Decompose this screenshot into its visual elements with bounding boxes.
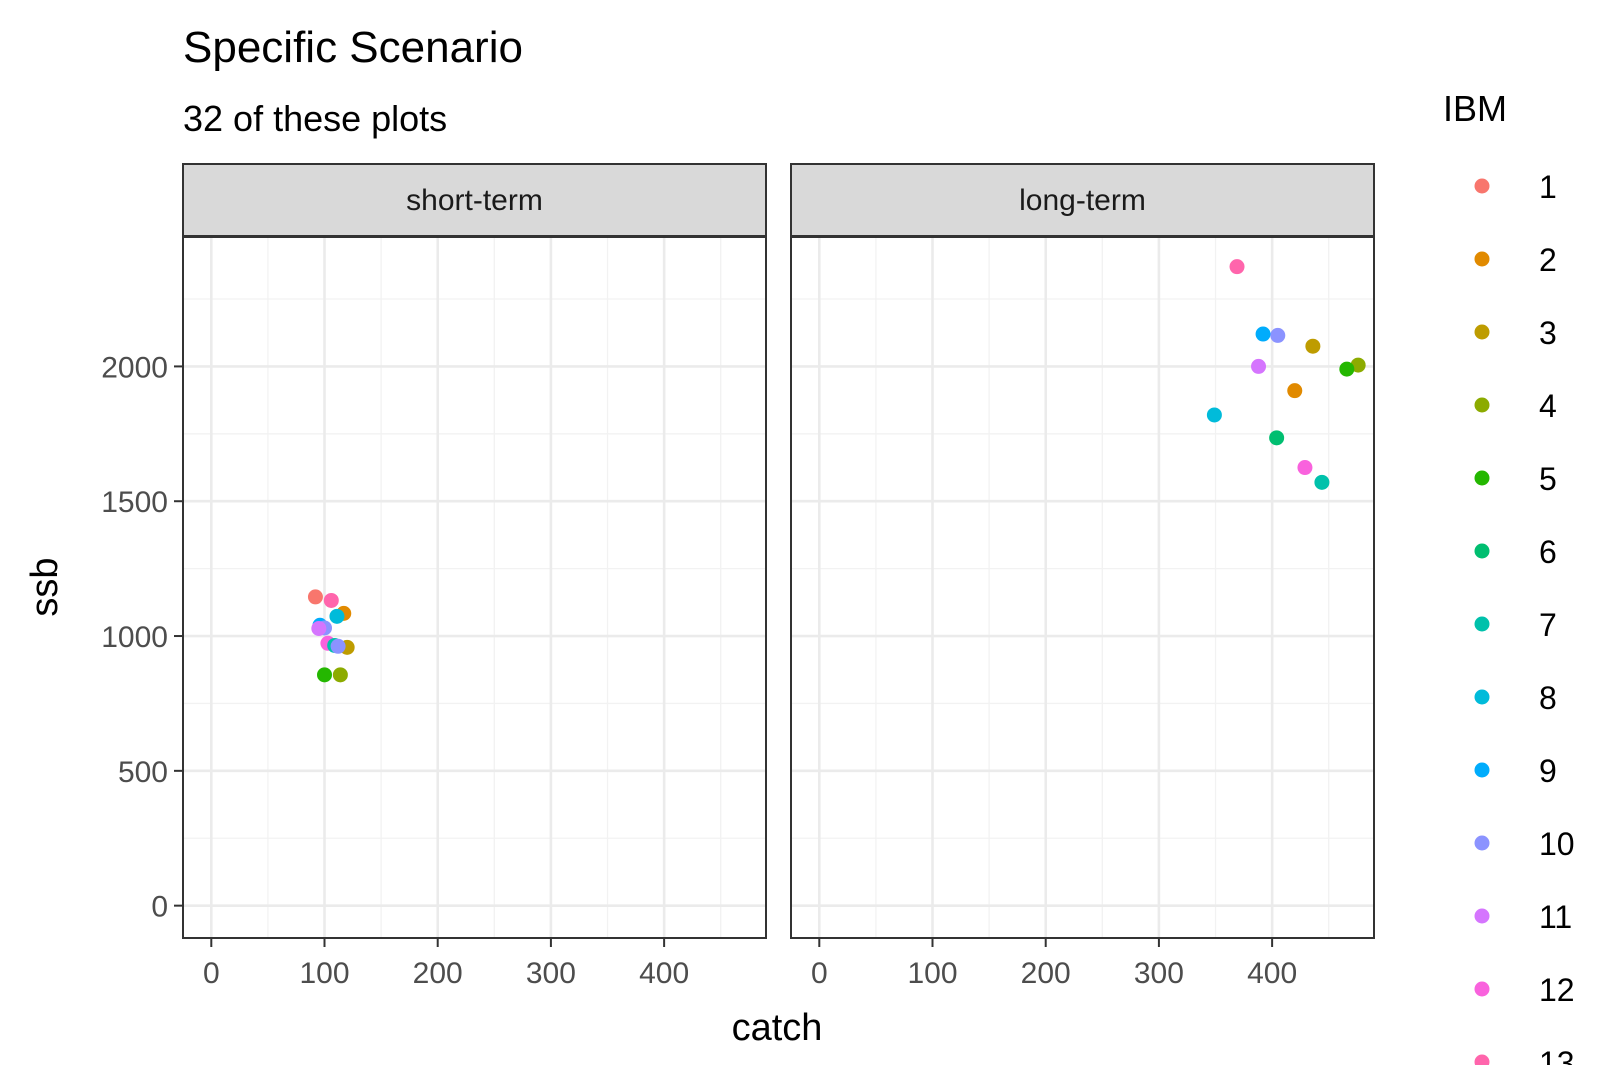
data-point [1297, 460, 1313, 476]
x-tick-label: 0 [811, 957, 828, 990]
data-point [1270, 327, 1286, 343]
legend-label: 8 [1539, 680, 1557, 716]
legend-key [1474, 324, 1490, 340]
legend-label: 2 [1539, 242, 1557, 278]
legend-key [1474, 981, 1490, 997]
chart-subtitle: 32 of these plots [183, 98, 447, 139]
x-tick-label: 300 [1134, 957, 1184, 990]
legend-key [1474, 616, 1490, 632]
data-point [307, 589, 323, 605]
legend-label: 9 [1539, 753, 1557, 789]
legend-item: 13 [1474, 1045, 1575, 1065]
x-tick-label: 200 [1021, 957, 1071, 990]
legend-label: 13 [1539, 1045, 1575, 1065]
legend-item: 6 [1474, 534, 1557, 570]
panel-border [182, 236, 767, 939]
legend-item: 11 [1474, 899, 1572, 935]
facet-strip [182, 163, 767, 237]
legend-label: 6 [1539, 534, 1557, 570]
chart-title: Specific Scenario [183, 23, 523, 72]
legend-key [1474, 908, 1490, 924]
y-tick-label: 2000 [101, 351, 168, 384]
legend-key [1474, 251, 1490, 267]
data-point [1255, 326, 1271, 342]
legend-key [1474, 543, 1490, 559]
legend-item: 5 [1474, 461, 1557, 497]
facet-strip-label: long-term [1019, 184, 1146, 217]
legend-label: 4 [1539, 388, 1557, 424]
data-point [317, 667, 333, 683]
legend-key [1474, 470, 1490, 486]
x-tick-label: 200 [413, 957, 463, 990]
facet-strip-label: short-term [406, 184, 543, 217]
legend-key [1474, 835, 1490, 851]
legend-key [1474, 689, 1490, 705]
panel-short-term: short-term 0 100 200 300 400 0 500 1000 1500 2000 [101, 163, 767, 990]
data-point [329, 608, 345, 624]
data-point [1339, 361, 1355, 377]
legend-title: IBM [1443, 88, 1507, 129]
legend-item: 4 [1474, 388, 1557, 424]
legend-key [1474, 397, 1490, 413]
legend-key [1474, 178, 1490, 194]
legend-item: 2 [1474, 242, 1557, 278]
legend-label: 12 [1539, 972, 1575, 1008]
data-point [311, 620, 327, 636]
plot-background [791, 237, 1374, 938]
legend-label: 11 [1539, 899, 1572, 935]
x-tick-label: 100 [299, 957, 349, 990]
legend-label: 3 [1539, 315, 1557, 351]
data-point [1350, 357, 1366, 373]
y-tick-label: 1000 [101, 621, 168, 654]
legend-item: 12 [1474, 972, 1575, 1008]
data-point [1269, 430, 1285, 446]
x-tick-label: 100 [907, 957, 957, 990]
x-tick-label: 400 [1247, 957, 1297, 990]
legend-item: 1 [1474, 169, 1557, 205]
plot-background [183, 237, 766, 938]
legend-item: 8 [1474, 680, 1557, 716]
y-tick-label: 1500 [101, 486, 168, 519]
y-tick-label: 500 [118, 756, 168, 789]
data-point [1287, 383, 1303, 399]
data-point [1305, 338, 1321, 354]
legend-label: 7 [1539, 607, 1557, 643]
legend-item: 9 [1474, 753, 1557, 789]
legend-item: 3 [1474, 315, 1557, 351]
legend-label: 10 [1539, 826, 1575, 862]
data-point [1229, 259, 1245, 275]
legend-item: 10 [1474, 826, 1575, 862]
data-point [1206, 407, 1222, 423]
x-tick-label: 0 [203, 957, 220, 990]
data-point [1251, 358, 1267, 374]
panel-long-term: long-term 0 100 200 300 400 [790, 163, 1375, 990]
data-point [330, 638, 346, 654]
legend-key [1474, 1054, 1490, 1065]
data-point [332, 667, 348, 683]
y-tick-label: 0 [151, 891, 168, 924]
facet-strip [790, 163, 1375, 237]
x-tick-label: 400 [639, 957, 689, 990]
data-point [1314, 474, 1330, 490]
x-tick-label: 300 [526, 957, 576, 990]
panel-border [790, 236, 1375, 939]
x-axis-title: catch [732, 1007, 823, 1049]
legend-label: 5 [1539, 461, 1557, 497]
data-point [323, 592, 339, 608]
legend-key [1474, 762, 1490, 778]
legend-label: 1 [1539, 169, 1557, 205]
y-axis-title: ssb [24, 557, 66, 616]
legend-item: 7 [1474, 607, 1557, 643]
